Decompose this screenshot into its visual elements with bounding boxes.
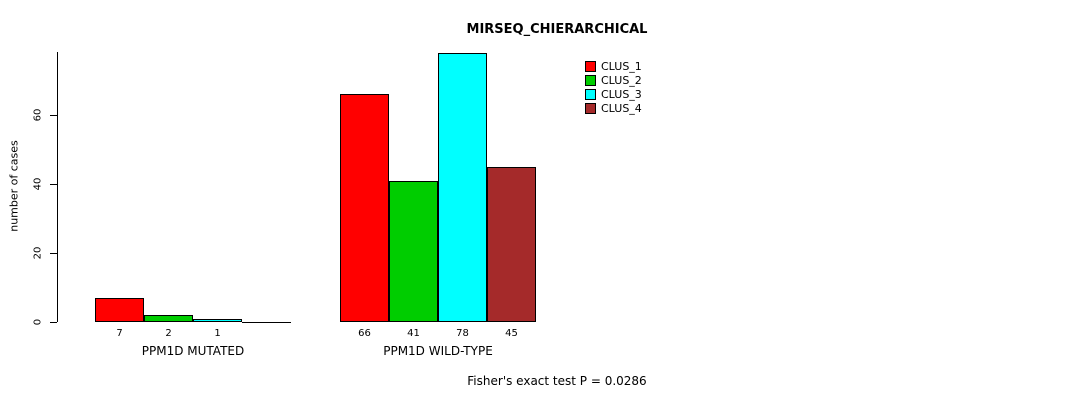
y-axis-label: number of cases	[7, 140, 21, 232]
bar-clus_4-group1	[242, 322, 291, 323]
bar-clus_2-group2	[389, 181, 438, 322]
bar-clus_1-group2	[340, 94, 389, 322]
bar-clus_1-group1	[95, 298, 144, 322]
bar-clus_4-group2	[487, 167, 536, 322]
legend: CLUS_1 CLUS_2 CLUS_3 CLUS_4	[585, 60, 642, 116]
bar-value-label: 7	[116, 328, 123, 339]
legend-label: CLUS_3	[601, 88, 642, 101]
bar-clus_3-group2	[438, 53, 487, 322]
legend-label: CLUS_1	[601, 60, 642, 73]
legend-swatch	[585, 61, 596, 72]
legend-label: CLUS_2	[601, 74, 642, 87]
y-tick-label: 40	[32, 177, 44, 191]
annotation-text: Fisher's exact test P = 0.0286	[467, 374, 647, 388]
legend-item-clus_4: CLUS_4	[585, 102, 642, 115]
bar-value-label: 1	[214, 328, 221, 339]
y-tick-mark	[50, 322, 57, 323]
legend-label: CLUS_4	[601, 102, 642, 115]
legend-swatch	[585, 103, 596, 114]
group-label-2: PPM1D WILD-TYPE	[383, 344, 493, 358]
y-tick-mark	[50, 184, 57, 185]
y-axis-line	[57, 52, 58, 322]
chart-title: MIRSEQ_CHIERARCHICAL	[466, 22, 648, 37]
bar-value-label: 66	[358, 328, 371, 339]
y-tick-label: 20	[32, 246, 44, 260]
bar-value-label: 2	[165, 328, 172, 339]
bar-clus_3-group1	[193, 319, 242, 322]
y-tick-mark	[50, 253, 57, 254]
bar-value-label: 45	[505, 328, 518, 339]
y-tick-label: 0	[32, 318, 44, 326]
bar-clus_2-group1	[144, 315, 193, 322]
bar-value-label: 78	[456, 328, 469, 339]
group-label-1: PPM1D MUTATED	[141, 344, 245, 358]
legend-swatch	[585, 75, 596, 86]
legend-item-clus_2: CLUS_2	[585, 74, 642, 87]
bar-value-label: 41	[407, 328, 420, 339]
legend-item-clus_1: CLUS_1	[585, 60, 642, 73]
legend-swatch	[585, 89, 596, 100]
legend-item-clus_3: CLUS_3	[585, 88, 642, 101]
y-tick-mark	[50, 115, 57, 116]
y-tick-label: 60	[32, 108, 44, 122]
